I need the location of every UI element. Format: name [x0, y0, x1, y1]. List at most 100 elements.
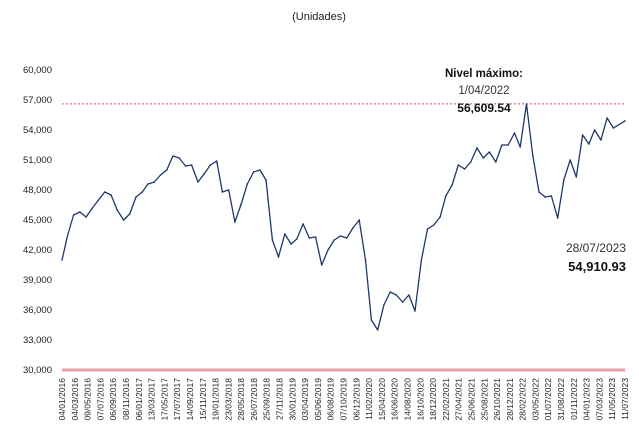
data-point: [339, 235, 342, 237]
x-tick-label: 04/03/2016: [70, 378, 80, 421]
data-point: [284, 233, 286, 235]
y-tick-label: 39,000: [23, 275, 52, 286]
x-tick-label: 06/08/2019: [326, 378, 336, 421]
data-point: [135, 196, 137, 198]
x-tick-label: 07/03/2023: [594, 378, 604, 421]
data-point: [197, 181, 199, 183]
data-point: [525, 103, 528, 105]
x-tick-label: 28/05/2018: [236, 378, 246, 421]
x-tick-label: 15/04/2020: [377, 378, 387, 421]
data-point: [507, 144, 510, 146]
max-annotation-title: Nivel máximo:: [445, 68, 523, 80]
data-point: [61, 259, 63, 261]
data-point: [141, 191, 144, 193]
last-annotation-value: 54,910.93: [568, 259, 626, 274]
x-tick-label: 25/06/2021: [466, 378, 476, 421]
last-annotation-date: 28/07/2023: [566, 241, 626, 255]
data-point: [246, 183, 249, 185]
data-point: [370, 319, 373, 321]
data-point: [221, 191, 224, 193]
x-tick-label: 06/12/2019: [351, 378, 361, 421]
data-point: [606, 117, 608, 119]
x-tick-label: 04/01/2023: [582, 378, 592, 421]
data-point: [600, 139, 602, 141]
data-point: [426, 228, 429, 230]
data-point: [104, 191, 106, 193]
data-point: [85, 216, 87, 218]
y-tick-label: 60,000: [23, 65, 52, 76]
x-tick-label: 25/09/2018: [262, 378, 272, 421]
data-point: [588, 143, 590, 145]
data-point: [302, 223, 304, 225]
data-point: [408, 294, 410, 296]
data-point: [513, 132, 516, 134]
x-tick-label: 07/10/2019: [339, 378, 349, 421]
x-tick-label: 16/10/2020: [415, 378, 425, 421]
data-points: [61, 103, 626, 331]
x-tick-label: 27/04/2021: [454, 378, 464, 421]
data-point: [612, 127, 615, 129]
data-point: [556, 217, 559, 219]
data-point: [97, 199, 100, 201]
x-tick-label: 18/12/2020: [428, 378, 438, 421]
x-tick-label: 28/02/2022: [518, 378, 528, 421]
x-tick-label: 31/08/2022: [556, 378, 566, 421]
data-point: [569, 159, 571, 161]
data-point: [116, 209, 118, 211]
data-point: [358, 219, 361, 221]
data-point: [395, 294, 398, 296]
data-point: [581, 134, 584, 136]
y-tick-label: 48,000: [23, 185, 52, 196]
data-point: [544, 196, 546, 198]
data-point: [234, 221, 236, 223]
data-point: [271, 239, 274, 241]
x-tick-label: 03/04/2019: [300, 378, 310, 421]
data-point: [147, 183, 149, 185]
x-tick-label: 15/11/2017: [198, 378, 208, 420]
x-tick-label: 06/09/2016: [108, 378, 118, 421]
x-tick-label: 05/06/2019: [313, 378, 323, 421]
data-point: [376, 329, 379, 331]
data-point: [314, 236, 317, 238]
data-point: [320, 264, 323, 266]
data-point: [364, 259, 367, 261]
data-point: [563, 179, 565, 181]
x-tick-label: 30/01/2019: [287, 378, 297, 421]
x-tick-label: 01/07/2022: [543, 378, 553, 421]
data-point: [259, 169, 261, 171]
data-point: [110, 194, 112, 196]
x-tick-label: 14/09/2017: [185, 378, 195, 421]
x-tick-label: 09/05/2016: [83, 378, 93, 421]
data-point: [327, 249, 329, 251]
y-tick-label: 30,000: [23, 365, 52, 376]
x-tick-label: 13/03/2017: [147, 378, 157, 421]
x-axis: 04/01/2016 04/03/2016 09/05/2016 07/07/2016…: [57, 378, 630, 421]
data-point: [575, 176, 578, 178]
x-tick-label: 14/08/2020: [402, 378, 412, 421]
data-point: [538, 191, 540, 193]
data-point: [482, 157, 485, 159]
x-tick-label: 25/08/2021: [479, 378, 489, 421]
data-point: [227, 189, 230, 191]
x-tick-label: 27/11/2018: [275, 378, 285, 420]
data-point: [469, 161, 472, 163]
data-point: [290, 243, 292, 245]
data-point: [128, 213, 131, 215]
data-point: [203, 173, 205, 175]
x-tick-label: 11/05/2023: [607, 378, 617, 420]
series-line: [61, 103, 626, 331]
data-point: [333, 239, 336, 241]
data-point: [445, 195, 447, 197]
data-point: [352, 227, 354, 229]
data-point: [184, 165, 187, 167]
x-tick-label: 04/01/2016: [57, 378, 67, 421]
data-point: [265, 179, 267, 181]
data-point: [166, 169, 168, 171]
y-tick-label: 45,000: [23, 215, 52, 226]
data-point: [209, 164, 212, 166]
x-tick-label: 01/11/2022: [569, 378, 579, 420]
data-point: [501, 144, 503, 146]
data-point: [383, 304, 385, 306]
x-tick-label: 16/06/2020: [390, 378, 400, 421]
